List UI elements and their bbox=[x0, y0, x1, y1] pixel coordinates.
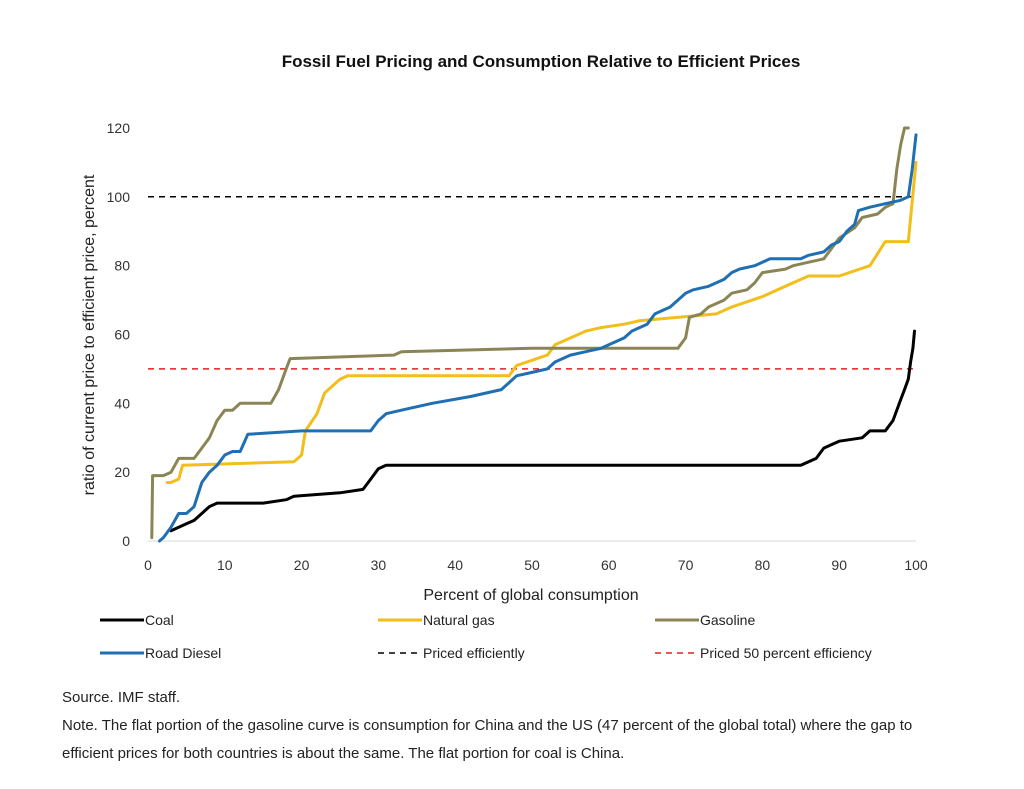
y-tick-label: 40 bbox=[114, 395, 130, 411]
x-tick-label: 60 bbox=[601, 557, 617, 573]
y-tick-labels: 0 20 40 60 80 100 120 bbox=[107, 120, 131, 549]
legend-label-natural-gas: Natural gas bbox=[423, 612, 495, 628]
x-tick-label: 0 bbox=[144, 557, 152, 573]
x-tick-label: 40 bbox=[447, 557, 463, 573]
road-diesel-line bbox=[158, 133, 918, 543]
x-tick-label: 50 bbox=[524, 557, 540, 573]
y-tick-label: 80 bbox=[114, 258, 130, 274]
x-tick-labels: 0 10 20 30 40 50 60 70 80 90 100 bbox=[144, 557, 928, 573]
x-axis-title: Percent of global consumption bbox=[423, 587, 638, 604]
x-tick-label: 20 bbox=[294, 557, 310, 573]
legend-label-gasoline: Gasoline bbox=[700, 612, 755, 628]
gasoline-line bbox=[150, 126, 910, 540]
footnotes: Source. IMF staff. Note. The flat portio… bbox=[62, 684, 962, 768]
legend-label-coal: Coal bbox=[145, 612, 174, 628]
x-tick-label: 70 bbox=[678, 557, 694, 573]
x-tick-label: 10 bbox=[217, 557, 233, 573]
source-note: Source. IMF staff. bbox=[62, 689, 181, 706]
legend-label-road-diesel: Road Diesel bbox=[145, 645, 221, 661]
legend-label-priced-50-percent-efficiency: Priced 50 percent efficiency bbox=[700, 645, 872, 661]
y-tick-label: 120 bbox=[107, 120, 131, 136]
x-tick-label: 100 bbox=[904, 557, 928, 573]
chart: Fossil Fuel Pricing and Consumption Rela… bbox=[81, 52, 928, 661]
y-axis-title: ratio of current price to efficient pric… bbox=[81, 174, 98, 495]
x-tick-label: 90 bbox=[831, 557, 847, 573]
chart-title: Fossil Fuel Pricing and Consumption Rela… bbox=[282, 52, 801, 71]
chart-note: Note. The flat portion of the gasoline c… bbox=[62, 717, 913, 762]
y-tick-label: 60 bbox=[114, 327, 130, 343]
x-tick-label: 80 bbox=[755, 557, 771, 573]
coal-line bbox=[169, 329, 916, 533]
legend: Coal Natural gas Gasoline Road Diesel Priced… bbox=[100, 612, 872, 661]
series-lines bbox=[148, 126, 918, 543]
y-tick-label: 20 bbox=[114, 464, 130, 480]
y-tick-label: 100 bbox=[107, 189, 131, 205]
legend-label-priced-efficiently: Priced efficiently bbox=[423, 645, 525, 661]
natural-gas-line bbox=[165, 160, 918, 484]
x-tick-label: 30 bbox=[371, 557, 387, 573]
y-tick-label: 0 bbox=[122, 533, 130, 549]
